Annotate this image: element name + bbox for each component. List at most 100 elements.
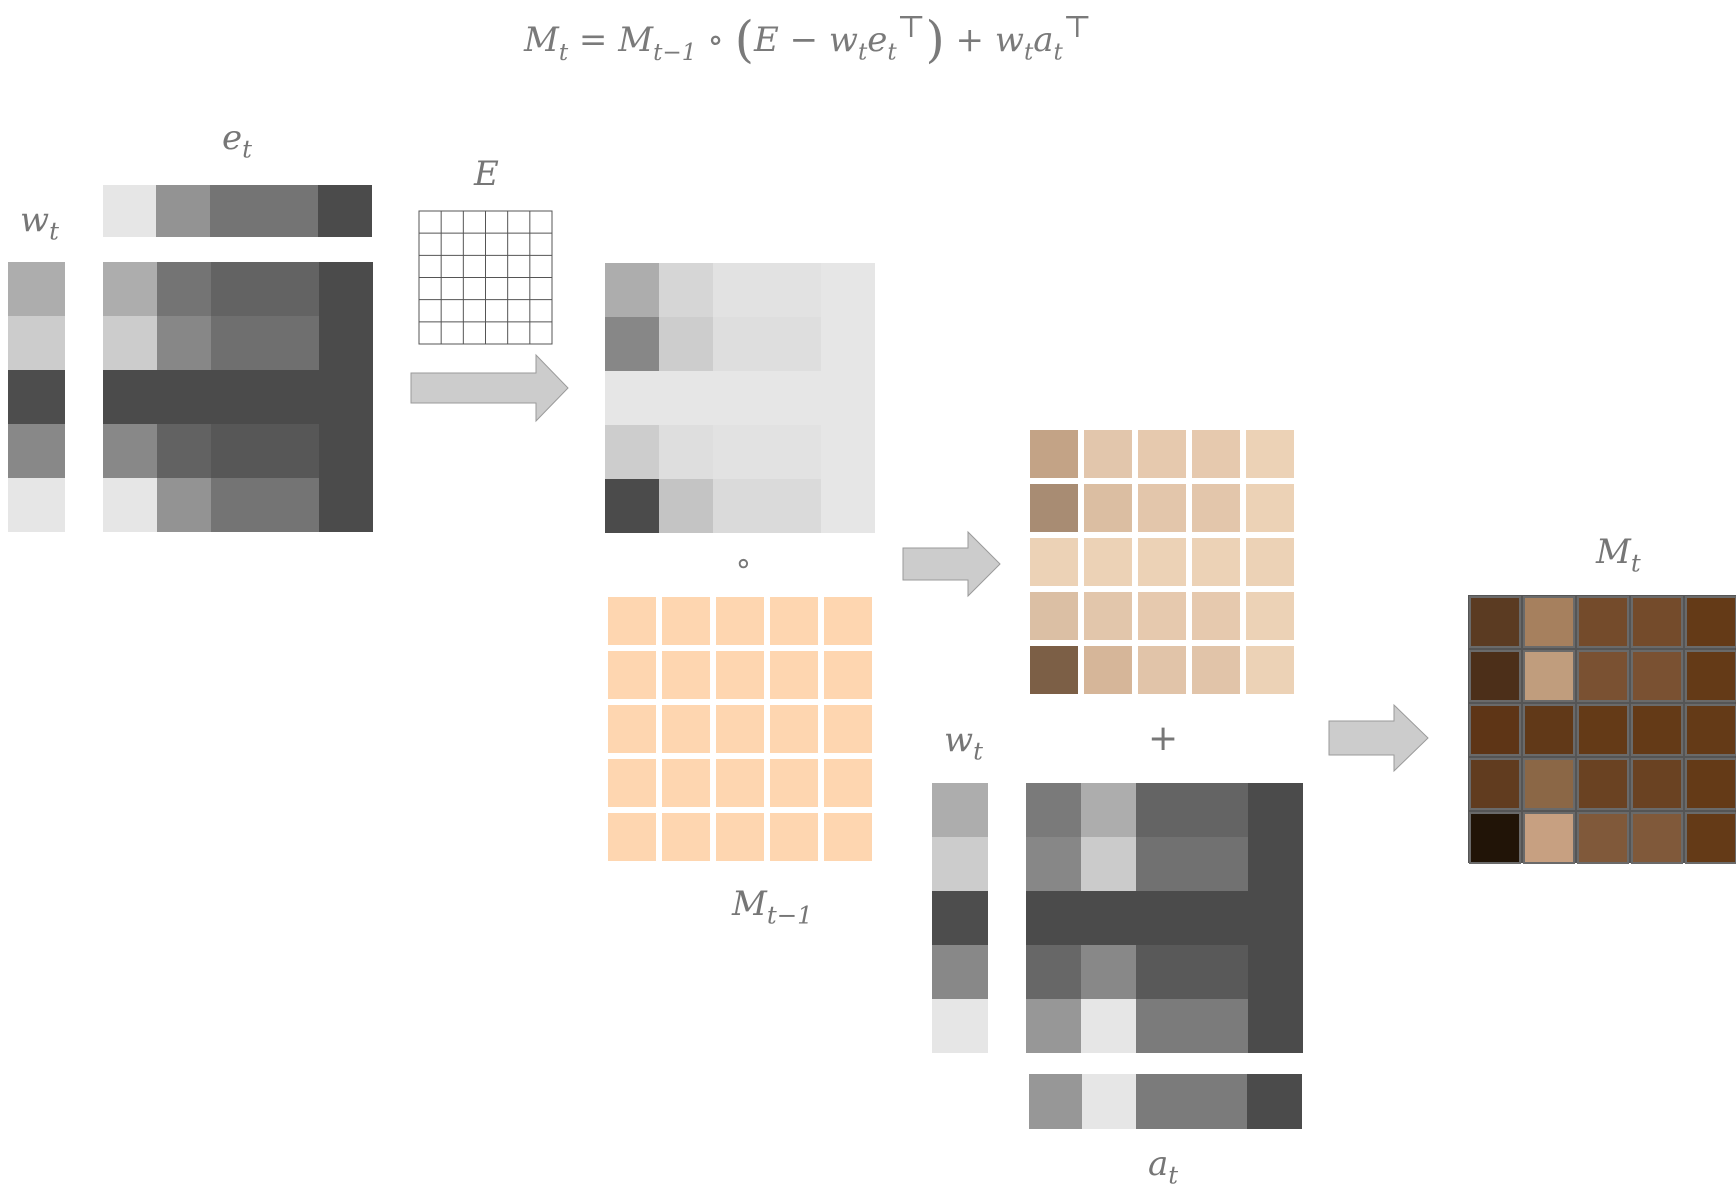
outer-wa-cell-1-3: [1192, 837, 1248, 891]
outer-wa-cell-4-1: [1081, 999, 1136, 1053]
w-left-cell-3: [8, 424, 65, 478]
hadamard-cell-2-3: [1192, 538, 1240, 586]
m-t-cell-3-4: [1685, 758, 1736, 810]
outer-we-cell-3-0: [103, 424, 157, 478]
m-prev-cell-1-4: [824, 651, 872, 699]
m-t-cell-0-2: [1577, 596, 1629, 648]
outer-wa-cell-0-4: [1248, 783, 1303, 837]
erase-cell-0-3: [767, 263, 821, 317]
outer-we-cell-0-1: [157, 262, 211, 316]
m-prev-cell-4-0: [608, 813, 656, 861]
m-t-cell-4-3: [1631, 812, 1683, 864]
outer-wa-cell-0-3: [1192, 783, 1248, 837]
outer-wa-cell-3-2: [1136, 945, 1192, 999]
outer-wa-cell-0-1: [1081, 783, 1136, 837]
outer-wa-cell-4-4: [1248, 999, 1303, 1053]
m-prev-cell-1-1: [662, 651, 710, 699]
hadamard-cell-2-1: [1084, 538, 1132, 586]
m-prev-cell-1-2: [716, 651, 764, 699]
m-t-cell-4-1: [1523, 812, 1575, 864]
erase-cell-2-0: [605, 371, 659, 425]
hadamard-cell-3-4: [1246, 592, 1294, 640]
m-prev-cell-3-1: [662, 759, 710, 807]
a-bottom-cell-3: [1191, 1074, 1247, 1129]
erase-cell-4-3: [767, 479, 821, 533]
erase-cell-1-0: [605, 317, 659, 371]
hadamard-cell-0-2: [1138, 430, 1186, 478]
outer-wa-cell-2-2: [1136, 891, 1192, 945]
outer-we-cell-0-3: [265, 262, 319, 316]
label-m-t: Mt: [1596, 532, 1641, 578]
m-t-matrix: [1468, 595, 1736, 864]
outer-wa-cell-4-0: [1026, 999, 1081, 1053]
m-t-cell-1-1: [1523, 650, 1575, 702]
m-t-cell-0-0: [1469, 596, 1521, 648]
erase-cell-2-1: [659, 371, 713, 425]
m-t-cell-4-0: [1469, 812, 1521, 864]
label-a-t: at: [1148, 1144, 1179, 1190]
m-prev-cell-2-0: [608, 705, 656, 753]
m-t-cell-3-3: [1631, 758, 1683, 810]
outer-we-cell-1-3: [265, 316, 319, 370]
outer-we-cell-3-2: [211, 424, 265, 478]
a-bottom-cell-2: [1136, 1074, 1191, 1129]
outer-wa-cell-2-4: [1248, 891, 1303, 945]
m-prev-cell-3-2: [716, 759, 764, 807]
e-top-cell-0: [103, 185, 156, 237]
hadamard-cell-0-3: [1192, 430, 1240, 478]
w-left-cell-0: [8, 262, 65, 316]
outer-we-cell-3-4: [319, 424, 373, 478]
outer-wa-cell-3-3: [1192, 945, 1248, 999]
outer-wa-cell-0-2: [1136, 783, 1192, 837]
outer-we-cell-2-3: [265, 370, 319, 424]
m-prev-cell-4-4: [824, 813, 872, 861]
hadamard-cell-2-0: [1030, 538, 1078, 586]
outer-product-w-e: [103, 262, 373, 532]
w-right-cell-2: [932, 891, 988, 945]
erase-cell-2-4: [821, 371, 875, 425]
outer-we-cell-2-2: [211, 370, 265, 424]
outer-we-cell-0-4: [319, 262, 373, 316]
w-right-cell-3: [932, 945, 988, 999]
m-prev-cell-3-0: [608, 759, 656, 807]
formula-m-prev: Mt−1: [618, 19, 697, 66]
w-right-cell-0: [932, 783, 988, 837]
outer-wa-cell-1-4: [1248, 837, 1303, 891]
outer-we-cell-4-4: [319, 478, 373, 532]
outer-wa-cell-4-2: [1136, 999, 1192, 1053]
m-prev-matrix: [608, 597, 872, 861]
hadamard-cell-3-1: [1084, 592, 1132, 640]
m-t-cell-1-2: [1577, 650, 1629, 702]
hadamard-cell-4-1: [1084, 646, 1132, 694]
erase-cell-1-4: [821, 317, 875, 371]
hadamard-symbol: ∘: [734, 546, 753, 581]
erase-cell-4-1: [659, 479, 713, 533]
hadamard-cell-4-0: [1030, 646, 1078, 694]
a-bottom-cell-1: [1082, 1074, 1136, 1129]
hadamard-cell-3-0: [1030, 592, 1078, 640]
hadamard-cell-3-3: [1192, 592, 1240, 640]
m-t-cell-3-0: [1469, 758, 1521, 810]
outer-we-cell-0-0: [103, 262, 157, 316]
outer-wa-cell-2-0: [1026, 891, 1081, 945]
arrow-2: [902, 530, 1001, 598]
m-prev-cell-4-2: [716, 813, 764, 861]
erase-cell-1-3: [767, 317, 821, 371]
erase-cell-0-0: [605, 263, 659, 317]
outer-we-cell-3-1: [157, 424, 211, 478]
m-t-cell-0-3: [1631, 596, 1683, 648]
m-t-cell-3-2: [1577, 758, 1629, 810]
hadamard-cell-1-3: [1192, 484, 1240, 532]
e-vector-top: [103, 185, 372, 237]
e-top-cell-3: [264, 185, 318, 237]
outer-wa-cell-1-2: [1136, 837, 1192, 891]
w-vector-right: [932, 783, 988, 1053]
outer-we-cell-0-2: [211, 262, 265, 316]
m-t-cell-2-0: [1469, 704, 1521, 756]
m-t-cell-3-1: [1523, 758, 1575, 810]
hadamard-cell-3-2: [1138, 592, 1186, 640]
arrow-3: [1328, 703, 1429, 773]
hadamard-cell-1-0: [1030, 484, 1078, 532]
